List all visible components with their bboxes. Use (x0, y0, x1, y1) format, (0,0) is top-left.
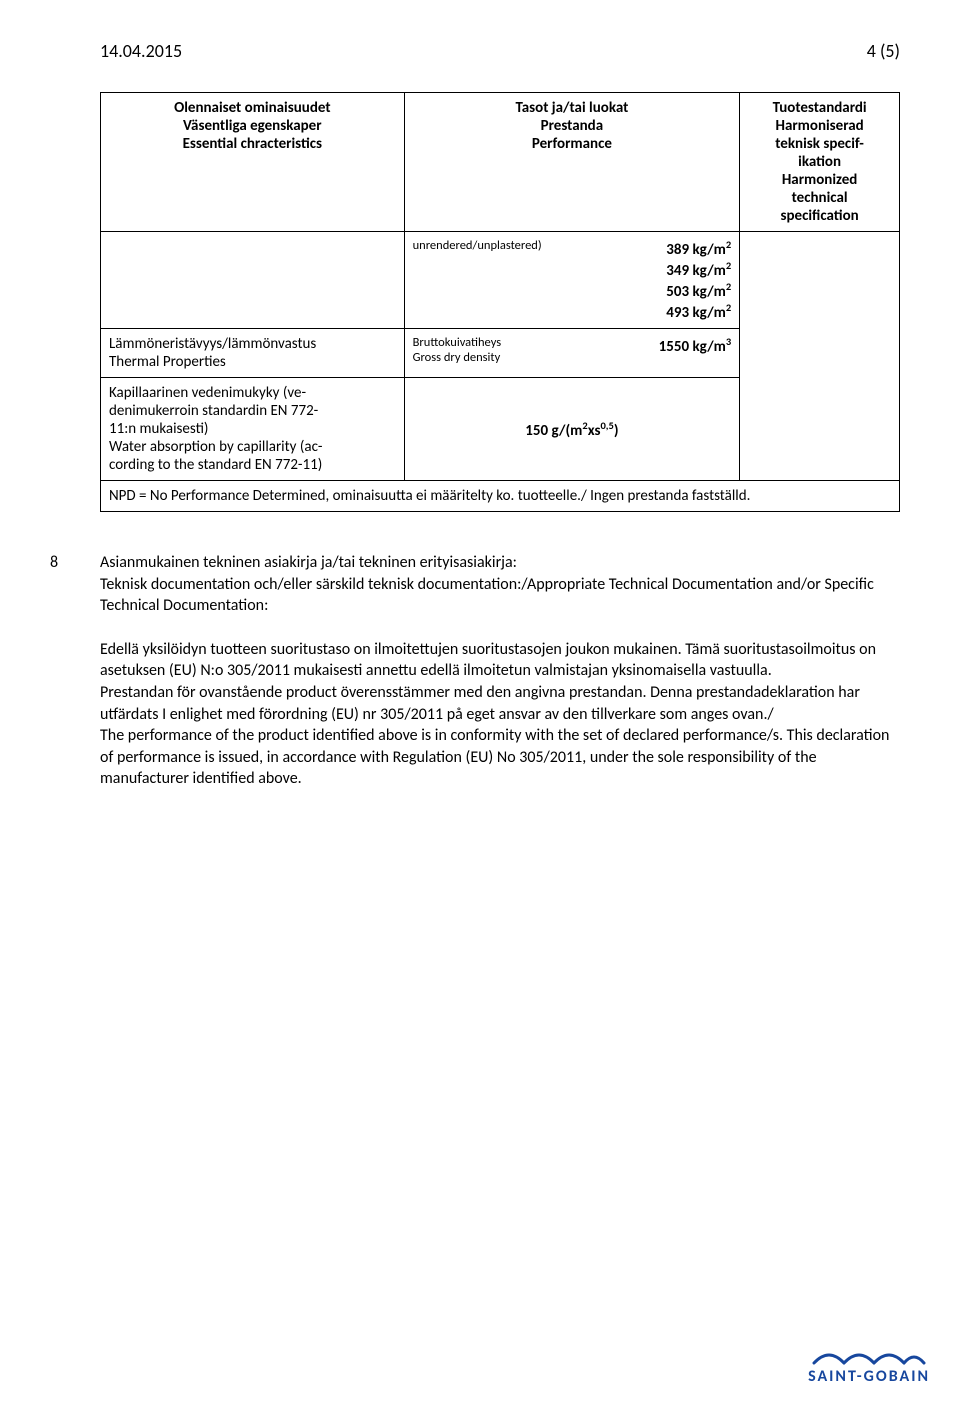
th3-l3: teknisk specif- (775, 135, 864, 153)
decl-p3: The performance of the product identifie… (100, 726, 889, 788)
th3-l6: technical (792, 189, 848, 207)
cap-mid: xs (588, 422, 601, 440)
table-row-npd: NPD = No Performance Determined, ominais… (101, 481, 900, 512)
header-date: 14.04.2015 (100, 40, 182, 62)
th-performance: Tasot ja/tai luokat Prestanda Performanc… (404, 93, 740, 232)
dens-l1: Bruttokuivatiheys (413, 335, 502, 350)
table-row: unrendered/unplastered) 389 kg/m2 349 kg… (101, 232, 900, 329)
saint-gobain-logo: SAINT-GOBAIN (808, 1341, 930, 1386)
ur-v4: 493 kg/m (666, 304, 726, 322)
th-standard: Tuotestandardi Harmoniserad teknisk spec… (740, 93, 900, 232)
th1-l2: Väsentliga egenskaper (183, 117, 322, 135)
unrendered-label: unrendered/unplastered) (413, 238, 657, 322)
section-8-line1: Asianmukainen tekninen asiakirja ja/tai … (100, 553, 517, 572)
declaration-paragraphs: Edellä yksilöidyn tuotteen suoritustaso … (100, 639, 900, 790)
th3-l2: Harmoniserad (775, 117, 863, 135)
dens-l2: Gross dry density (413, 350, 501, 365)
th3-l1: Tuotestandardi (773, 99, 867, 117)
bridge-icon (809, 1341, 929, 1365)
cap-l4: Water absorption by capillarity (ac- (109, 438, 323, 456)
thermal-l2: Thermal Properties (109, 353, 226, 371)
density-label: Bruttokuivatiheys Gross dry density (413, 335, 649, 365)
th2-l1: Tasot ja/tai luokat (515, 99, 628, 117)
th-essential: Olennaiset ominaisuudet Väsentliga egens… (101, 93, 405, 232)
page-header: 14.04.2015 4 (5) (100, 40, 900, 62)
capillary-value: 150 g/(m2xs0,5) (525, 422, 618, 440)
th1-l1: Olennaiset ominaisuudet (174, 99, 330, 117)
ur-v2: 349 kg/m (666, 262, 726, 280)
th3-l7: specification (780, 207, 858, 225)
dens-val: 1550 kg/m (659, 338, 726, 356)
ur-v3: 503 kg/m (666, 283, 726, 301)
properties-table: Olennaiset ominaisuudet Väsentliga egens… (100, 92, 900, 512)
decl-p2: Prestandan för ovanstående product övere… (100, 683, 860, 724)
logo-text: SAINT-GOBAIN (808, 1367, 930, 1386)
th1-l3: Essential chracteristics (183, 135, 322, 153)
cap-pre: 150 g/(m (525, 422, 582, 440)
cap-l1: Kapillaarinen vedenimukyky (ve- (109, 384, 306, 402)
header-pagenum: 4 (5) (867, 40, 900, 62)
density-value: 1550 kg/m3 (659, 335, 732, 365)
th2-l2: Prestanda (541, 117, 603, 135)
th3-l4: ikation (798, 153, 841, 171)
ur-v1: 389 kg/m (666, 241, 726, 259)
section-8: 8 Asianmukainen tekninen asiakirja ja/ta… (100, 552, 900, 617)
cap-l5: cording to the standard EN 772-11) (109, 456, 322, 474)
npd-text: NPD = No Performance Determined, ominais… (101, 481, 900, 512)
cap-l2: denimukerroin standardin EN 772- (109, 402, 318, 420)
cap-post: ) (614, 422, 619, 440)
thermal-l1: Lämmöneristävyys/lämmönvastus (109, 335, 316, 353)
unrendered-values: 389 kg/m2 349 kg/m2 503 kg/m2 493 kg/m2 (666, 238, 731, 322)
decl-p1: Edellä yksilöidyn tuotteen suoritustaso … (100, 640, 876, 681)
cap-l3: 11:n mukaisesti) (109, 420, 208, 438)
section-8-number: 8 (50, 552, 100, 617)
section-8-line2: Teknisk documentation och/eller särskild… (100, 575, 874, 616)
th3-l5: Harmonized (782, 171, 857, 189)
th2-l3: Performance (532, 135, 612, 153)
